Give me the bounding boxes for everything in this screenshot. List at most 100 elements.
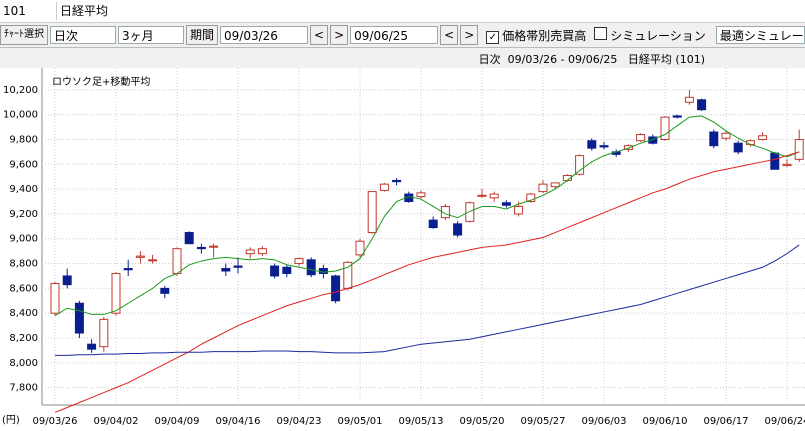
prev-button[interactable]: < [310, 25, 329, 45]
moving-average-line [54, 151, 800, 413]
span-select[interactable]: 3ヶ月 [118, 26, 184, 44]
x-tick-label: 09/05/13 [399, 416, 444, 427]
toolbar: ﾁｬｰﾄ選択 日次 3ヶ月 期間 09/03/26 < > 09/06/25 <… [0, 23, 805, 47]
period-button[interactable]: 期間 [186, 25, 219, 45]
label: シミュレーション [610, 28, 706, 43]
candle-body [233, 265, 243, 268]
candle-body [538, 183, 548, 193]
candle-body [270, 265, 280, 277]
candle-body [343, 261, 353, 289]
candle-body [660, 116, 670, 140]
y-tick-label: 10,000 [3, 110, 38, 121]
candle-body [501, 202, 511, 206]
candle-body [184, 232, 194, 245]
candle-body [148, 259, 158, 262]
candle-body [465, 202, 475, 222]
info-text: 日次 09/03/26 - 09/06/25 日経平均 (101) [478, 52, 705, 66]
candle-body [782, 163, 792, 167]
candle-body [489, 193, 499, 199]
y-unit: (円) [2, 415, 20, 426]
name-field: 日経平均 [56, 2, 805, 20]
candle-body [587, 140, 597, 149]
candle-body [87, 343, 97, 350]
candle-body [575, 155, 585, 175]
candle-body [392, 179, 402, 183]
x-tick-label: 09/06/24 [765, 416, 805, 427]
x-tick-label: 09/03/26 [33, 416, 78, 427]
candle-body [62, 275, 72, 286]
candle-body [221, 268, 231, 272]
candle-body [648, 136, 658, 144]
code-field[interactable]: 101 [0, 2, 56, 20]
candle-body [123, 268, 133, 271]
x-tick-label: 09/05/01 [338, 416, 383, 427]
candle-body [416, 192, 426, 198]
x-tick-label: 09/05/20 [460, 416, 505, 427]
volume-profile-option[interactable]: ✓ 価格帯別売買高 [486, 27, 586, 44]
y-tick-label: 8,600 [9, 283, 38, 294]
x-tick-label: 09/04/16 [216, 416, 261, 427]
y-tick-label: 9,600 [9, 159, 38, 170]
moving-average-line [54, 115, 800, 317]
candle-body [367, 191, 377, 234]
x-tick-label: 09/06/10 [643, 416, 688, 427]
candle-body [453, 223, 463, 236]
candle-body [111, 272, 121, 314]
candle-body [428, 219, 438, 229]
candle-body [172, 248, 182, 274]
y-tick-label: 10,200 [3, 85, 38, 96]
candle-body [355, 240, 365, 256]
candle-body [209, 245, 219, 248]
label: 価格帯別売買高 [502, 28, 587, 43]
y-tick-label: 8,200 [9, 333, 38, 344]
candle-body [697, 99, 707, 111]
candle-body [709, 131, 719, 147]
info-bar: 日次 09/03/26 - 09/06/25 日経平均 (101) [0, 47, 805, 69]
checkbox[interactable]: ✓ [486, 30, 500, 44]
candle-body [684, 96, 694, 103]
y-tick-label: 8,400 [9, 308, 38, 319]
x-tick-label: 09/06/17 [704, 416, 749, 427]
y-tick-label: 9,200 [9, 209, 38, 220]
x-tick-label: 09/04/23 [277, 416, 322, 427]
candle-body [306, 259, 316, 276]
simulation-option[interactable]: シミュレーション [594, 26, 706, 44]
y-tick-label: 9,000 [9, 234, 38, 245]
candle-body [770, 152, 780, 170]
candle-body [636, 134, 646, 142]
next-button[interactable]: > [330, 25, 349, 45]
candle-body [526, 193, 536, 203]
chart-title: ロウソク足+移動平均 [52, 75, 150, 88]
candle-body [245, 249, 255, 255]
x-tick-label: 09/05/27 [521, 416, 566, 427]
best-simulation-select[interactable]: 最適シミュレーション [715, 26, 805, 44]
y-tick-label: 8,000 [9, 358, 38, 369]
candle-body [257, 248, 267, 255]
candle-body [672, 115, 682, 118]
candle-body [74, 302, 84, 334]
candle-body [99, 318, 109, 348]
end-date[interactable]: 09/06/25 [350, 26, 439, 44]
candle-body [294, 258, 304, 265]
candle-body [514, 205, 524, 215]
start-date[interactable]: 09/03/26 [220, 26, 309, 44]
candle-body [196, 246, 206, 250]
interval-select[interactable]: 日次 [50, 26, 116, 44]
candle-body [623, 145, 633, 150]
x-tick-label: 09/06/03 [582, 416, 627, 427]
candle-body [379, 183, 389, 191]
candle-body [721, 132, 731, 139]
candle-body [733, 142, 743, 153]
x-tick-label: 09/04/09 [155, 416, 200, 427]
candle-body [794, 138, 804, 160]
moving-average-line [55, 244, 800, 356]
candle-body [477, 194, 487, 197]
checkbox[interactable] [594, 26, 608, 40]
candle-body [331, 275, 341, 302]
next-button[interactable]: > [460, 25, 479, 45]
candle-body [282, 266, 292, 274]
prev-button[interactable]: < [440, 25, 459, 45]
candle-body [599, 145, 609, 148]
chart-select-button[interactable]: ﾁｬｰﾄ選択 [0, 25, 48, 45]
